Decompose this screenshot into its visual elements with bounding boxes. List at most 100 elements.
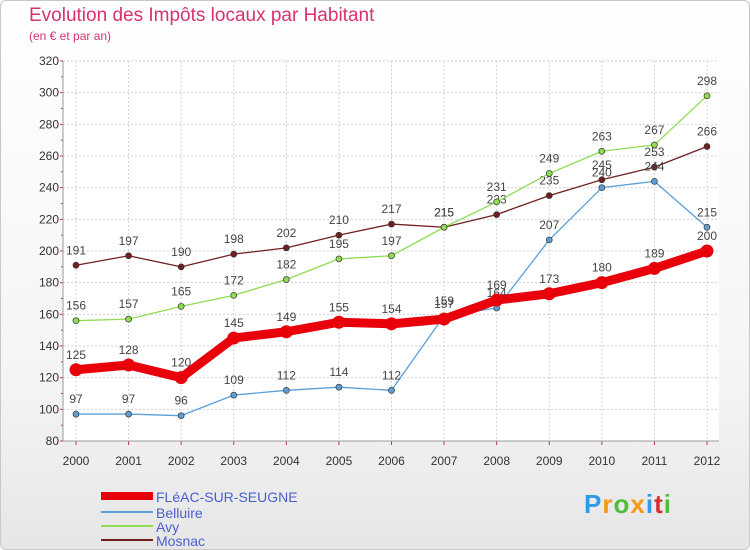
data-label-3: 266 xyxy=(697,125,717,139)
data-label-0: 189 xyxy=(644,246,664,260)
y-tick-label: 220 xyxy=(39,212,59,226)
x-tick-label: 2004 xyxy=(273,454,300,468)
data-point-0 xyxy=(542,287,556,301)
data-point-2 xyxy=(177,303,185,310)
data-point-2 xyxy=(440,223,448,231)
data-point-3 xyxy=(230,250,238,258)
x-tick-label: 2001 xyxy=(115,454,142,468)
data-point-0 xyxy=(437,312,451,326)
data-point-3 xyxy=(651,163,658,171)
y-tick-label: 120 xyxy=(39,371,59,385)
data-label-1: 114 xyxy=(329,365,348,379)
data-label-0: 154 xyxy=(381,302,401,316)
data-point-3 xyxy=(703,143,711,150)
y-tick-label: 160 xyxy=(39,307,59,321)
data-point-2 xyxy=(282,276,290,283)
data-point-2 xyxy=(493,198,501,206)
logo-letter: r xyxy=(602,489,614,519)
data-label-3: 253 xyxy=(644,145,664,159)
data-point-0 xyxy=(122,358,136,372)
data-point-3 xyxy=(545,192,553,199)
data-label-0: 120 xyxy=(171,356,191,370)
y-tick-label: 300 xyxy=(39,86,59,100)
x-tick-label: 2012 xyxy=(694,454,721,468)
data-point-2 xyxy=(598,147,606,155)
x-tick-label: 2010 xyxy=(588,454,615,468)
data-label-3: 202 xyxy=(276,226,296,240)
data-label-2: 182 xyxy=(276,258,296,272)
x-tick-label: 2003 xyxy=(220,454,247,468)
x-tick-label: 2009 xyxy=(536,454,563,468)
x-tick-label: 2008 xyxy=(483,454,510,468)
data-label-3: 217 xyxy=(381,202,401,216)
y-tick-label: 100 xyxy=(39,402,59,416)
logo-letter: x xyxy=(630,489,646,519)
data-point-0 xyxy=(174,371,188,385)
data-point-0 xyxy=(595,276,609,290)
data-point-1 xyxy=(598,184,606,192)
data-label-3: 210 xyxy=(329,213,349,227)
chart-subtitle: (en € et par an) xyxy=(29,29,112,43)
data-label-0: 200 xyxy=(697,229,717,243)
data-point-0 xyxy=(647,261,661,275)
data-point-2 xyxy=(651,141,658,149)
data-label-1: 240 xyxy=(592,166,612,180)
data-point-1 xyxy=(651,177,658,185)
y-tick-label: 140 xyxy=(39,339,59,353)
legend-label-2: Avy xyxy=(156,519,180,535)
data-point-3 xyxy=(282,244,290,252)
data-label-2: 197 xyxy=(381,234,401,248)
x-tick-label: 2005 xyxy=(326,454,353,468)
data-label-1: 215 xyxy=(697,205,717,219)
data-label-1: 112 xyxy=(382,368,401,382)
legend-label-1: Belluire xyxy=(156,505,203,521)
data-label-0: 149 xyxy=(276,310,296,324)
data-label-1: 244 xyxy=(644,159,664,173)
data-label-2: 215 xyxy=(434,205,454,219)
data-label-0: 173 xyxy=(539,272,559,286)
data-label-1: 109 xyxy=(224,373,244,387)
data-label-0: 145 xyxy=(224,316,244,330)
data-point-2 xyxy=(72,317,80,325)
data-point-0 xyxy=(69,363,83,377)
y-tick-label: 200 xyxy=(39,244,59,258)
data-point-3 xyxy=(598,176,606,184)
data-label-2: 249 xyxy=(539,151,559,165)
data-label-2: 157 xyxy=(119,297,139,311)
data-label-2: 195 xyxy=(329,237,349,251)
data-label-3: 190 xyxy=(171,245,191,259)
data-point-0 xyxy=(227,331,241,345)
data-point-1 xyxy=(545,236,553,244)
data-point-2 xyxy=(230,291,238,299)
y-tick-label: 80 xyxy=(46,434,60,448)
data-label-1: 159 xyxy=(434,294,454,308)
data-label-1: 97 xyxy=(122,392,136,406)
data-label-2: 231 xyxy=(487,180,507,194)
data-point-1 xyxy=(177,412,185,420)
y-tick-label: 180 xyxy=(39,276,59,290)
logo-letter: i xyxy=(645,489,655,519)
data-point-3 xyxy=(493,211,501,218)
logo-letter: P xyxy=(584,489,603,519)
data-label-1: 112 xyxy=(277,368,296,382)
data-point-2 xyxy=(125,315,132,323)
data-point-2 xyxy=(388,252,395,260)
data-point-3 xyxy=(72,261,80,269)
y-tick-label: 260 xyxy=(39,149,59,163)
x-tick-label: 2011 xyxy=(642,454,668,468)
logo-letter: i xyxy=(663,489,672,519)
data-label-3: 191 xyxy=(66,243,86,257)
data-label-0: 169 xyxy=(487,278,507,292)
data-label-2: 165 xyxy=(171,284,191,298)
legend-label-0: FLéAC-SUR-SEUGNE xyxy=(156,489,298,505)
legend-swatch-1 xyxy=(101,511,153,513)
data-label-0: 125 xyxy=(66,348,86,362)
data-point-3 xyxy=(177,263,185,271)
data-label-1: 207 xyxy=(539,218,559,232)
data-label-2: 156 xyxy=(66,299,86,313)
data-label-2: 267 xyxy=(644,123,664,137)
data-point-1 xyxy=(230,391,238,399)
data-label-3: 197 xyxy=(119,234,139,248)
